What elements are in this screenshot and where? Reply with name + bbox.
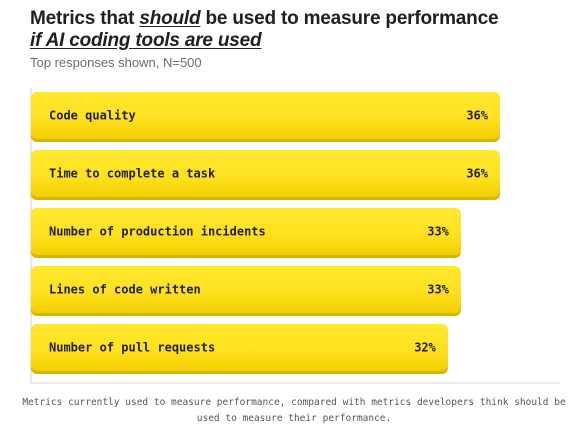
bars-group: Code quality 36% Time to complete a task 36… (31, 92, 500, 374)
title-part1: Metrics that (30, 8, 140, 29)
title-part2: be used to measure performance (200, 8, 499, 29)
chart-title: Metrics that should be used to measure p… (30, 8, 570, 52)
title-emphasis-condition: if AI coding tools are used (30, 30, 262, 51)
bar (31, 150, 500, 197)
bar-category-label: Number of production incidents (49, 225, 266, 239)
bar-category-label: Lines of code written (49, 283, 201, 297)
bar-value-label: 33% (427, 225, 449, 239)
bar-value-label: 33% (427, 283, 449, 297)
bar-value-label: 36% (466, 109, 488, 123)
bar (31, 324, 448, 371)
bar-category-label: Time to complete a task (49, 167, 216, 181)
bar (31, 266, 461, 313)
bar-category-label: Code quality (49, 109, 136, 123)
bar-value-label: 36% (466, 167, 488, 181)
bar (31, 208, 461, 255)
bar-value-label: 32% (414, 341, 436, 355)
bar (31, 92, 500, 139)
title-emphasis-should: should (139, 8, 201, 29)
chart-footnote: Metrics currently used to measure perfor… (22, 397, 566, 424)
bar-category-label: Number of pull requests (49, 341, 215, 355)
chart-subtitle: Top responses shown, N=500 (30, 55, 202, 70)
